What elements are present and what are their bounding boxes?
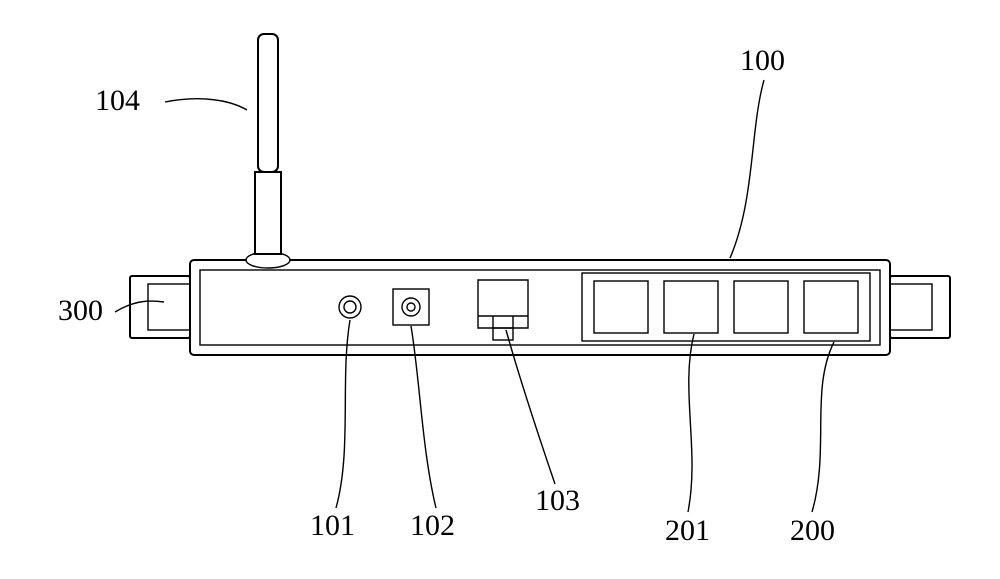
lan-port <box>804 281 858 333</box>
label-l100: 100 <box>740 44 785 77</box>
leader-l101 <box>336 320 350 508</box>
lan-ports <box>594 281 858 333</box>
leader-l201 <box>688 334 694 512</box>
label-l300: 300 <box>58 294 103 327</box>
reset-button-outer <box>339 296 361 318</box>
lan-port <box>664 281 718 333</box>
wan-port <box>478 280 528 340</box>
lan-port <box>594 281 648 333</box>
label-l102: 102 <box>410 509 455 542</box>
power-jack-frame <box>393 289 429 325</box>
label-l200: 200 <box>790 514 835 547</box>
antenna-upper <box>258 34 278 172</box>
label-l104: 104 <box>95 84 140 117</box>
leader-l200 <box>812 342 834 512</box>
lan-port <box>734 281 788 333</box>
leader-l102 <box>411 326 436 508</box>
label-l101: 101 <box>310 509 355 542</box>
lan-group-frame <box>582 273 870 341</box>
reset-button-inner <box>344 301 356 313</box>
label-l201: 201 <box>665 514 710 547</box>
left-connector-outer <box>130 276 190 338</box>
leader-lines <box>115 80 834 512</box>
leader-l103 <box>506 330 555 484</box>
label-l103: 103 <box>535 484 580 517</box>
right-connector-outer <box>890 276 950 338</box>
power-jack-outer <box>402 298 420 316</box>
leader-l104 <box>165 99 247 110</box>
power-jack-inner <box>407 303 415 311</box>
antenna-lower <box>255 172 281 254</box>
leader-l100 <box>730 80 764 258</box>
